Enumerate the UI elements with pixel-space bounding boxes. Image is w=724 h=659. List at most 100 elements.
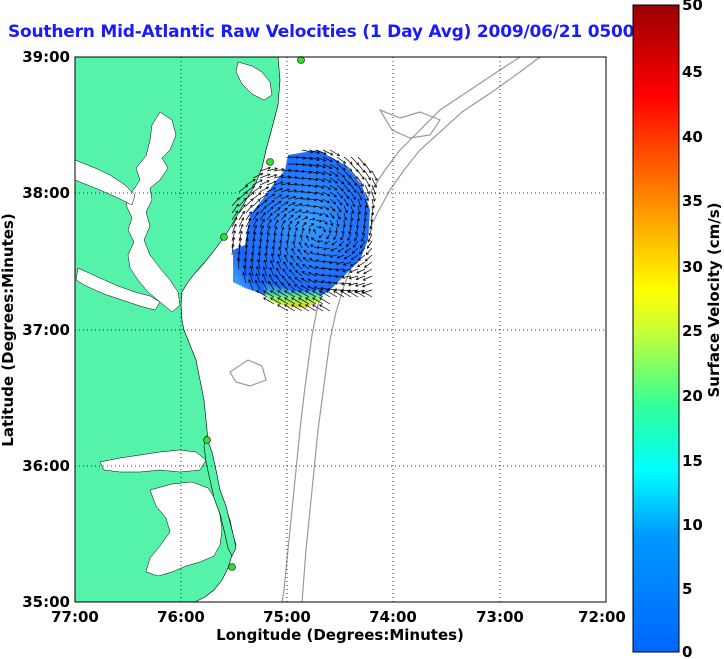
velocity-arrowhead (284, 254, 287, 258)
velocity-arrow (273, 188, 283, 193)
velocity-arrow (297, 249, 303, 256)
velocity-arrowhead (319, 297, 323, 301)
velocity-arrowhead (260, 225, 264, 229)
velocity-arrow (350, 177, 358, 186)
velocity-arrow (343, 170, 352, 178)
velocity-arrowhead (333, 236, 337, 240)
velocity-arrow (340, 290, 352, 298)
velocity-arrowhead (314, 279, 318, 283)
velocity-arrowhead (301, 183, 305, 187)
velocity-arrowhead (300, 284, 304, 288)
velocity-arrowhead (322, 165, 326, 169)
velocity-arrowhead (319, 212, 323, 216)
velocity-arrow (251, 259, 254, 270)
velocity-arrow (289, 262, 296, 270)
velocity-arrowhead (314, 272, 318, 276)
velocity-arrow (287, 221, 293, 228)
velocity-arrowhead (276, 260, 280, 264)
velocity-arrowhead (281, 282, 285, 286)
velocity-arrow (259, 206, 267, 214)
velocity-arrowhead (259, 179, 263, 183)
velocity-arrow (304, 242, 310, 249)
velocity-arrow (238, 217, 244, 228)
velocity-arrowhead (322, 172, 326, 176)
colorbar (632, 4, 680, 653)
velocity-arrow (343, 205, 348, 213)
velocity-arrowhead (266, 186, 270, 190)
velocity-arrow (322, 149, 333, 156)
velocity-arrowhead (353, 189, 357, 193)
velocity-vectors (231, 149, 378, 312)
velocity-arrow (287, 196, 296, 200)
velocity-arrowhead (354, 175, 358, 180)
velocity-arrowhead (309, 157, 313, 161)
velocity-arrow (343, 261, 352, 266)
velocity-arrow (331, 240, 338, 246)
velocity-arrow (263, 297, 275, 305)
velocity-arrow (245, 211, 252, 221)
velocity-arrow (291, 304, 303, 312)
velocity-arrowhead (304, 242, 308, 246)
velocity-arrow (353, 240, 359, 248)
velocity-arrowhead (255, 218, 258, 222)
velocity-arrowhead (313, 286, 317, 290)
velocity-arrow (273, 226, 278, 235)
velocity-arrowhead (263, 297, 267, 301)
velocity-arrow (356, 275, 366, 280)
velocity-arrow (266, 168, 278, 172)
velocity-arrowhead (256, 290, 260, 294)
velocity-arrow (357, 191, 363, 201)
velocity-arrow (367, 240, 373, 249)
velocity-arrowhead (348, 231, 352, 235)
velocity-arrowhead (253, 231, 257, 235)
velocity-arrow (368, 233, 373, 242)
velocity-arrowhead (328, 179, 332, 183)
velocity-arrowhead (324, 241, 328, 245)
velocity-arrowhead (344, 210, 348, 214)
velocity-arrowhead (294, 277, 298, 280)
velocity-arrow (268, 274, 275, 284)
velocity-arrow (301, 228, 304, 235)
velocity-arrow (259, 180, 270, 186)
velocity-arrow (298, 290, 310, 298)
velocity-arrow (350, 170, 358, 179)
velocity-arrowhead (282, 268, 286, 272)
velocity-arrow (365, 254, 373, 262)
velocity-arrowhead (232, 236, 236, 240)
velocity-arrow (336, 219, 339, 227)
velocity-arrowhead (321, 273, 325, 277)
velocity-arrow (284, 290, 296, 298)
velocity-arrowhead (340, 188, 344, 192)
velocity-arrowhead (333, 201, 337, 205)
velocity-arrow (270, 297, 282, 305)
velocity-arrow (364, 205, 367, 215)
velocity-arrowhead (295, 169, 299, 173)
velocity-arrow (322, 170, 332, 176)
velocity-arrow (280, 220, 286, 228)
velocity-arrowhead (312, 217, 316, 221)
velocity-arrow (237, 258, 240, 270)
velocity-arrowhead (308, 227, 312, 231)
velocity-arrowhead (279, 239, 283, 243)
velocity-arrowhead (331, 242, 335, 246)
velocity-arrow (329, 261, 338, 264)
velocity-arrowhead (254, 224, 258, 228)
velocity-arrow (273, 220, 279, 228)
velocity-arrowhead (331, 215, 335, 219)
velocity-arrow (284, 304, 296, 312)
velocity-arrow (363, 268, 373, 275)
velocity-arrow (361, 233, 366, 242)
velocity-arrow (342, 268, 352, 272)
velocity-arrowhead (341, 174, 345, 178)
velocity-arrowhead (372, 198, 376, 202)
velocity-arrowhead (308, 265, 312, 268)
velocity-arrow (303, 257, 310, 263)
velocity-arrowhead (256, 258, 260, 263)
velocity-arrow (357, 198, 362, 208)
velocity-arrowhead (288, 226, 292, 230)
velocity-arrowhead (360, 238, 364, 242)
velocity-arrow (364, 163, 372, 174)
velocity-arrow (310, 244, 317, 249)
velocity-arrowhead (290, 254, 294, 259)
velocity-arrow (252, 205, 260, 214)
